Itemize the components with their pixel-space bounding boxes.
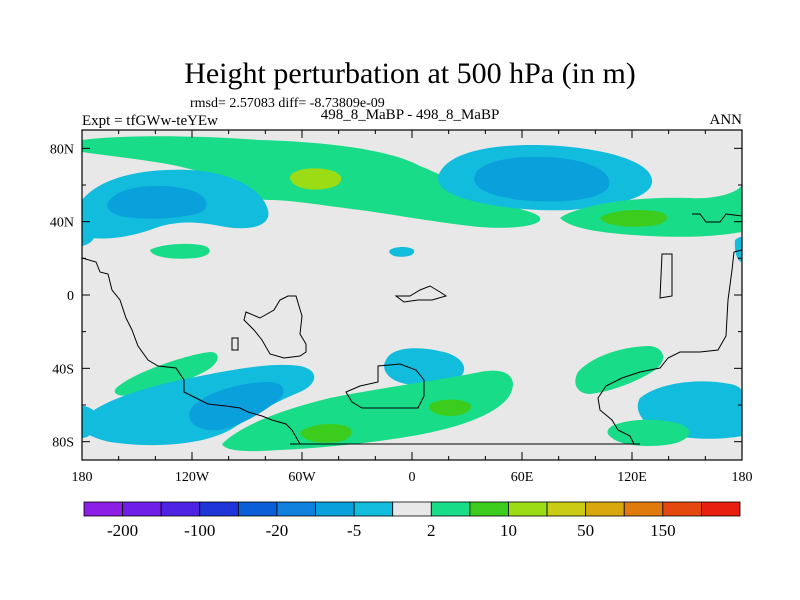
australia-coast [345,363,425,409]
case-label: 498_8_MaBP - 498_8_MaBP [321,107,500,123]
colorbar-swatch [392,501,432,517]
y-tick-label: 40N [50,216,74,231]
colorbar-label: 50 [577,521,594,540]
colorbar: -200 -100 -20 -5 2 10 50 150 [83,501,741,540]
coastlines [82,213,742,445]
westmost-blue [82,222,97,246]
southern-ocean-ring [222,370,513,452]
y-tick-label: 80N [50,142,74,157]
x-tick-label: 60W [288,470,316,485]
colorbar-label: -100 [184,521,215,540]
colorbar-swatch [585,501,625,517]
south-pacific-green-w [114,352,218,396]
colorbar-label: 10 [500,521,517,540]
americas-coast [82,257,301,445]
pacific-island [659,253,673,299]
y-tick-label: 40S [52,362,74,377]
season-label: ANN [710,112,743,128]
maritime-continent [394,285,448,303]
south-pacific-green-e [607,419,690,446]
colorbar-swatch [83,501,123,517]
colorbar-swatch [315,501,355,517]
subtropical-green-west [150,243,210,259]
y-tick-label: 80S [52,436,74,451]
colorbar-label: -5 [347,521,361,540]
colorbar-swatch [237,501,278,517]
x-tick-label: 180 [72,470,93,485]
map-panel: 180 120W 60W 0 60E 120E 180 80N 40N 0 40S 80S [50,129,753,485]
x-tick-label: 60E [511,470,534,485]
colorbar-swatch [546,501,587,517]
south-indian-blue [384,348,465,386]
colorbar-swatch [353,501,394,517]
chart-title: Height perturbation at 500 hPa (in m) [184,57,636,90]
east-coast-asia [597,249,742,445]
x-axis: 180 120W 60W 0 60E 120E 180 [72,130,753,485]
south-atlantic-blue-w [82,406,98,438]
colorbar-swatch [662,501,702,517]
x-tick-label: 120E [617,470,647,485]
siberia-anomaly-west-core [107,185,207,219]
colorbar-swatch [122,501,162,517]
contour-fills [82,136,742,452]
colorbar-swatch [508,501,548,517]
africa-coast [243,295,307,359]
colorbar-swatch [199,501,239,517]
colorbar-label: 150 [650,521,676,540]
southern-ocean-core-2 [429,399,471,416]
alaska-coast [692,213,742,223]
colorbar-label: 2 [427,521,436,540]
pacific-dateline-blue [734,237,742,262]
southern-ocean-core [300,424,352,443]
x-tick-label: 180 [732,470,753,485]
subtropical-blue-center [389,247,415,257]
colorbar-swatch [430,501,471,517]
colorbar-swatch [623,501,664,517]
colorbar-swatch [701,501,741,517]
south-pacific-core [189,382,284,431]
colorbar-label: -20 [266,521,289,540]
north-pacific-core [474,156,610,202]
greenland-core [290,168,342,190]
northeast-pacific-core [600,210,667,227]
colorbar-swatch [469,501,509,517]
x-tick-label: 120W [175,470,210,485]
y-tick-label: 0 [67,289,74,304]
x-tick-label: 0 [409,470,416,485]
madagascar-coast [231,337,239,351]
northeast-pacific-band [560,184,742,237]
colorbar-label: -200 [107,521,138,540]
colorbar-swatch [160,501,201,517]
y-axis: 80N 40N 0 40S 80S [50,142,742,451]
colorbar-swatch [276,501,316,517]
south-indian-green [575,346,664,394]
experiment-label: Expt = tfGWw-teYEw [82,113,218,129]
stats-line: rmsd= 2.57083 diff= -8.73809e-09 [190,96,385,111]
